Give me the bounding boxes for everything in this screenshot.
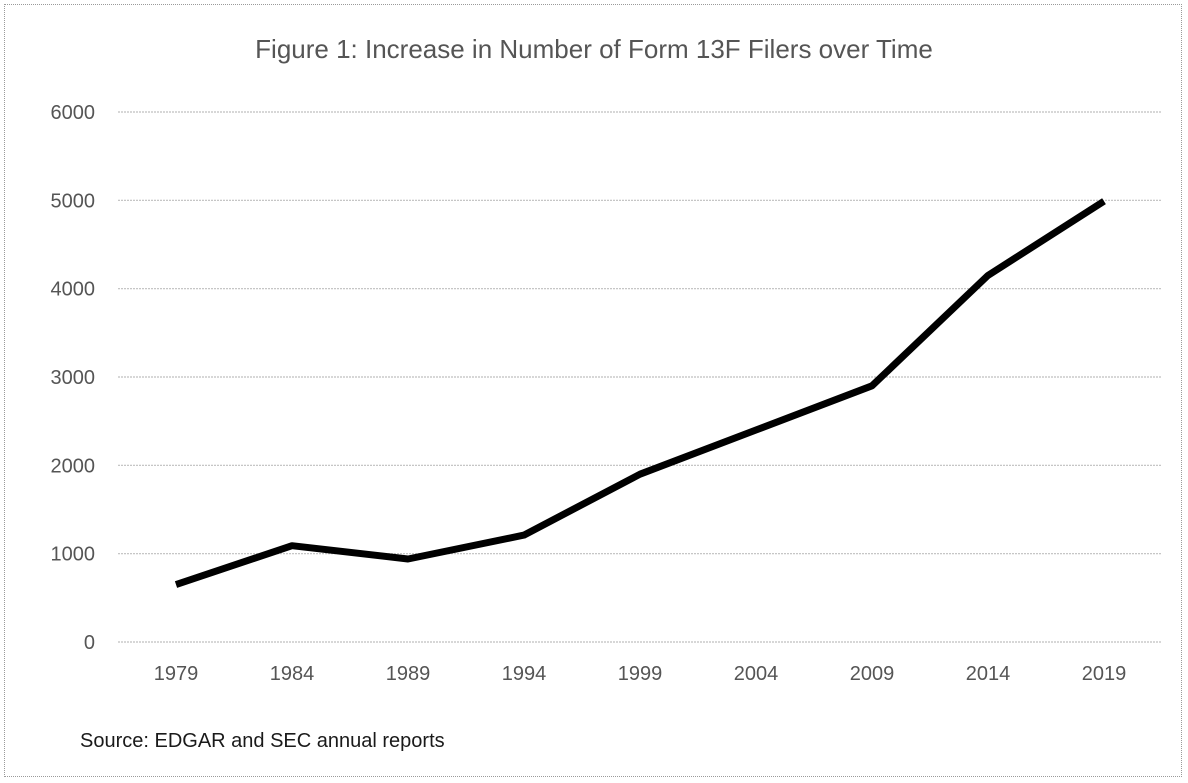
x-tick-label: 1999 — [618, 663, 663, 685]
y-tick-label: 2000 — [51, 455, 96, 477]
x-tick-label: 1984 — [270, 663, 315, 685]
x-tick-label: 1989 — [386, 663, 431, 685]
y-tick-label: 4000 — [51, 279, 96, 301]
x-tick-label: 2019 — [1082, 663, 1127, 685]
y-tick-label: 3000 — [51, 367, 96, 389]
y-tick-label: 0 — [84, 632, 95, 654]
series-line — [174, 198, 1106, 588]
chart-frame — [4, 4, 1182, 777]
y-tick-label: 1000 — [51, 544, 96, 566]
source-note: Source: EDGAR and SEC annual reports — [80, 730, 445, 752]
x-tick-label: 1994 — [502, 663, 547, 685]
y-tick-label: 5000 — [51, 190, 96, 212]
x-tick-label: 1979 — [154, 663, 199, 685]
x-tick-label: 2014 — [966, 663, 1011, 685]
chart-title: Figure 1: Increase in Number of Form 13F… — [255, 34, 933, 64]
x-tick-label: 2004 — [734, 663, 779, 685]
y-tick-label: 6000 — [51, 102, 96, 124]
x-tick-label: 2009 — [850, 663, 895, 685]
